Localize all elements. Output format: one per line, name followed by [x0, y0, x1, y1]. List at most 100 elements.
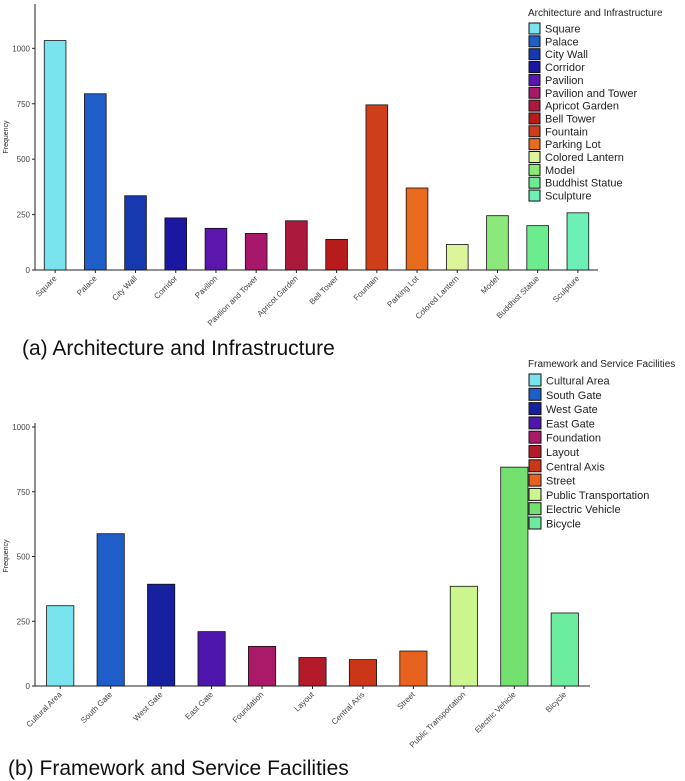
y-tick-label: 500	[17, 553, 31, 562]
legend-swatch	[528, 86, 541, 99]
legend-swatch	[528, 445, 542, 458]
bar-sculpture	[566, 212, 590, 271]
legend-swatch	[528, 73, 541, 86]
y-tick-label: 0	[26, 682, 31, 691]
x-tick-label: Central Axis	[330, 690, 367, 727]
legend-entry: Layout	[546, 447, 579, 459]
y-tick-label: 750	[17, 488, 31, 497]
legend-entry: Sculpture	[545, 191, 591, 203]
y-axis-label: Frequency	[3, 120, 10, 154]
legend-swatch	[528, 502, 542, 516]
legend-swatch	[528, 473, 542, 487]
legend-swatch	[528, 487, 542, 501]
x-tick-label: Bicycle	[544, 690, 569, 715]
legend-swatch	[528, 112, 541, 125]
y-tick-label: 500	[17, 155, 31, 164]
bar-square	[43, 40, 67, 271]
legend-entry: Colored Lantern	[545, 152, 624, 164]
bar-cultural-area	[46, 605, 75, 687]
legend-entry: Electric Vehicle	[546, 504, 621, 516]
x-tick-label: Electric Vehicle	[473, 690, 518, 735]
legend-entry: Buddhist Statue	[545, 178, 623, 190]
legend-entry: Public Transportation	[546, 490, 649, 502]
legend-swatch	[528, 22, 541, 35]
legend-entry: Pavilion and Tower	[545, 88, 637, 100]
legend-swatch	[528, 459, 542, 473]
x-tick-label: Bell Tower	[308, 274, 341, 307]
legend-entry: Apricot Garden	[545, 101, 619, 113]
x-tick-label: Pavilion	[193, 274, 219, 300]
y-tick-label: 0	[26, 266, 31, 275]
bar-bicycle	[550, 612, 579, 687]
bar-street	[399, 650, 428, 687]
x-tick-label: City Wall	[110, 274, 139, 303]
bar-electric-vehicle	[500, 466, 529, 687]
legend-entry: City Wall	[545, 49, 588, 61]
legend-entry: Corridor	[545, 62, 585, 74]
bar-parking-lot	[405, 187, 429, 271]
bar-buddhist-statue	[526, 225, 549, 271]
legend-swatch	[528, 430, 542, 444]
legend-entry: Foundation	[546, 433, 601, 445]
legend-entry: Square	[545, 24, 580, 36]
legend-entry: West Gate	[546, 404, 598, 416]
legend-entry: Pavilion	[545, 75, 584, 87]
y-tick-label: 1000	[12, 44, 30, 53]
bar-public-transportation	[449, 585, 478, 687]
legend-swatch	[528, 125, 541, 138]
x-tick-label: Foundation	[231, 690, 266, 725]
chart-caption: (a) Architecture and Infrastructure	[22, 337, 335, 360]
y-tick-label: 250	[17, 211, 31, 220]
legend-entry: Bicycle	[546, 519, 581, 531]
legend-entry: East Gate	[546, 418, 595, 430]
x-tick-label: Fountain	[352, 274, 380, 302]
legend-swatch	[528, 99, 541, 112]
legend-swatch	[528, 61, 541, 74]
y-tick-label: 750	[17, 100, 31, 109]
legend-entry: Palace	[545, 36, 579, 48]
bar-model	[486, 215, 509, 271]
legend-entry: Cultural Area	[546, 376, 610, 388]
bar-palace	[84, 93, 107, 271]
x-tick-label: East Gate	[183, 690, 215, 722]
legend-swatch	[528, 189, 541, 202]
y-tick-label: 1000	[12, 423, 30, 432]
bar-central-axis	[348, 659, 377, 687]
bar-layout	[298, 657, 327, 687]
x-tick-label: Public Transportation	[408, 690, 468, 750]
legend-entry: Fountain	[545, 126, 588, 138]
legend-title: Architecture and Infrastructure	[528, 8, 663, 19]
x-tick-label: West Gate	[132, 690, 165, 723]
bar-west-gate	[147, 583, 176, 687]
bar-apricot-garden	[285, 220, 308, 271]
legend-swatch	[528, 151, 541, 163]
x-tick-label: Buddhist Statue	[495, 274, 542, 321]
legend-swatch	[528, 516, 542, 530]
legend-swatch	[528, 35, 541, 48]
bar-pavilion	[204, 227, 228, 271]
legend-title: Framework and Service Facilities	[528, 359, 675, 370]
legend-swatch	[528, 163, 541, 176]
x-tick-label: Model	[479, 274, 501, 296]
legend-swatch	[528, 176, 541, 189]
x-tick-label: South Gate	[79, 690, 114, 725]
legend-swatch	[528, 373, 542, 387]
y-axis-label: Frequency	[3, 539, 10, 573]
x-tick-label: Square	[34, 274, 59, 299]
chart-panel-2: 0 250 500 750 1000 Frequency Cultural Area Sout…	[3, 359, 675, 780]
bar-east-gate	[197, 631, 226, 687]
x-tick-label: Sculpture	[551, 274, 582, 305]
legend-swatch	[528, 138, 541, 151]
legend-entry: Parking Lot	[545, 139, 601, 151]
legend-entry: Central Axis	[546, 461, 605, 473]
bar-colored-lantern	[445, 244, 469, 271]
bar-city-wall	[124, 195, 147, 271]
bar-fountain	[365, 104, 389, 271]
bar-pavilion-and-tower	[244, 233, 268, 271]
chart-caption: (b) Framework and Service Facilities	[8, 757, 349, 780]
bar-south-gate	[96, 533, 125, 687]
x-tick-label: Layout	[293, 690, 317, 714]
legend-swatch	[528, 387, 542, 401]
